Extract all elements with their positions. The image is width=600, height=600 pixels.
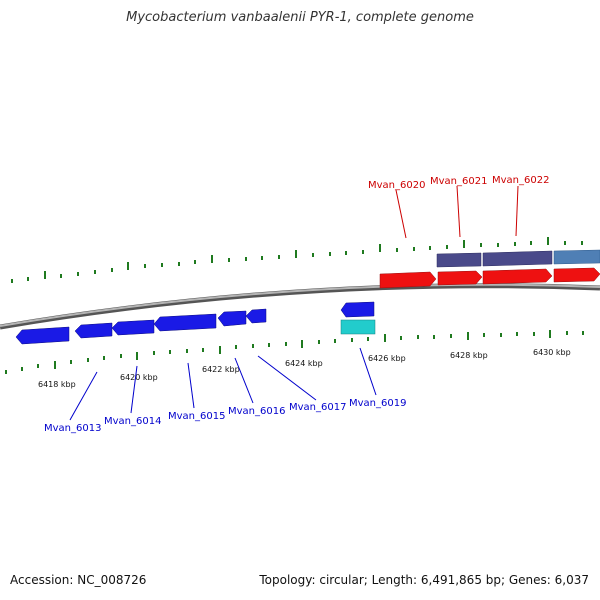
gene-arrow-forward[interactable] [437, 270, 483, 286]
top-track [436, 249, 600, 268]
gene-label-top: Mvan_6020 [368, 180, 425, 191]
bottom-ticks [5, 330, 584, 374]
gene-block[interactable] [436, 252, 482, 268]
gene-label-bottom: Mvan_6019 [349, 398, 406, 409]
gene-label-bottom: Mvan_6015 [168, 411, 225, 422]
gene-label-bottom: Mvan_6017 [289, 402, 346, 413]
gene-arrow-forward[interactable] [379, 271, 437, 289]
gene-arrow-forward[interactable] [553, 267, 600, 283]
gene-label-bottom: Mvan_6014 [104, 416, 161, 427]
scale-label: 6418 kbp [38, 380, 76, 389]
gene-arrow-reverse[interactable] [153, 313, 217, 332]
gene-block[interactable] [482, 250, 553, 267]
top-ticks [11, 237, 583, 283]
gene-arrow-reverse[interactable] [111, 319, 155, 336]
accession-label: Accession: NC_008726 [10, 573, 147, 587]
scale-label: 6428 kbp [450, 351, 488, 360]
map-title: Mycobacterium vanbaalenii PYR-1, complet… [126, 10, 474, 25]
scale-label: 6430 kbp [533, 348, 571, 357]
gene-arrow-reverse[interactable] [217, 310, 247, 327]
gene-arrow-reverse[interactable] [340, 301, 375, 318]
top-leaders [395, 185, 519, 239]
gene-label-bottom: Mvan_6013 [44, 423, 101, 434]
reverse-genes [15, 301, 376, 345]
genome-backbone-highlight [0, 283, 600, 327]
gene-arrow-forward[interactable] [482, 268, 553, 285]
genome-backbone [0, 283, 600, 330]
gene-label-top: Mvan_6021 [430, 176, 487, 187]
gene-block-teal[interactable] [340, 319, 376, 335]
gene-arrow-reverse[interactable] [74, 322, 113, 339]
gene-label-top: Mvan_6022 [492, 175, 549, 186]
genome-summary: Topology: circular; Length: 6,491,865 bp… [259, 573, 589, 587]
bottom-leaders [69, 347, 377, 421]
gene-block[interactable] [553, 249, 600, 265]
gene-arrow-reverse[interactable] [245, 308, 267, 324]
forward-genes [379, 267, 600, 289]
scale-label: 6424 kbp [285, 359, 323, 368]
gene-arrow-reverse[interactable] [15, 326, 70, 345]
scale-label: 6420 kbp [120, 373, 158, 382]
gene-label-bottom: Mvan_6016 [228, 406, 285, 417]
scale-label: 6422 kbp [202, 365, 240, 374]
scale-label: 6426 kbp [368, 354, 406, 363]
